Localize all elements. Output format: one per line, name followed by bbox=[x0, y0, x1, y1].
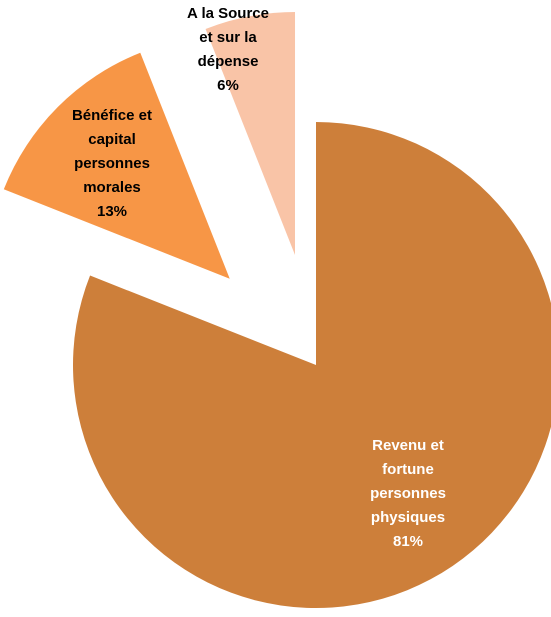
value-label: 6% bbox=[217, 77, 239, 94]
slice-label: Bénéfice et capital personnes morales 13% bbox=[72, 107, 152, 220]
pie-slice bbox=[205, 11, 296, 255]
category-label: A la Source et sur la dépense bbox=[187, 5, 269, 70]
pie-slice bbox=[73, 122, 551, 608]
category-label: Bénéfice et capital personnes morales bbox=[72, 107, 152, 196]
value-label: 81% bbox=[393, 533, 423, 550]
category-label: Revenu et fortune personnes physiques bbox=[370, 437, 446, 526]
slice-label: A la Source et sur la dépense 6% bbox=[187, 5, 269, 94]
value-label: 13% bbox=[97, 203, 127, 220]
pie-slice bbox=[3, 52, 230, 279]
slice-label: Revenu et fortune personnes physiques 81% bbox=[370, 437, 446, 550]
